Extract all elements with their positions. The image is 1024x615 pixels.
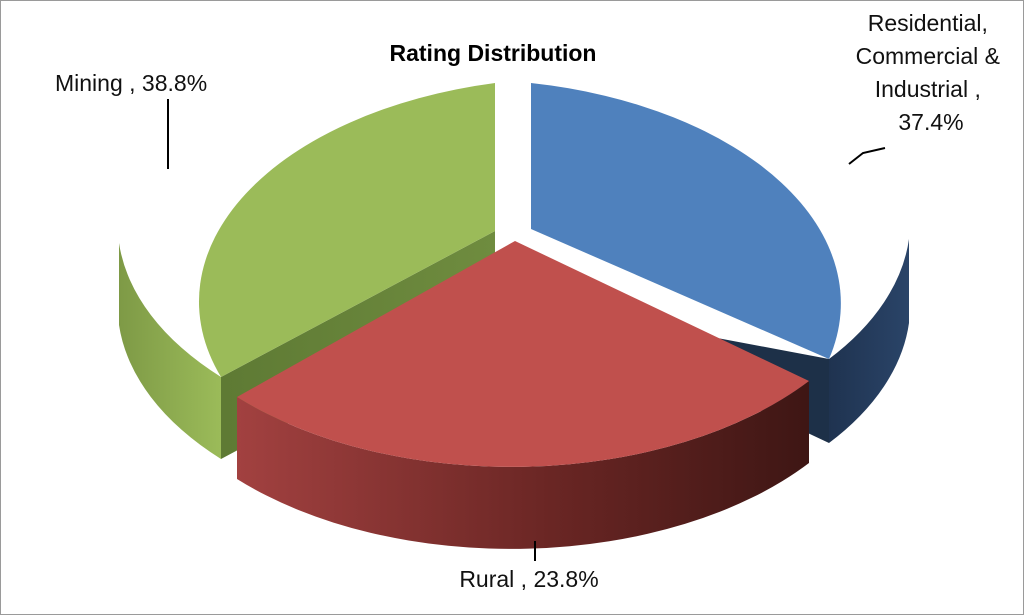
slice-top-green bbox=[198, 83, 495, 377]
data-label-mining: Mining , 38.8% bbox=[55, 70, 207, 96]
data-label-rural: Rural , 23.8% bbox=[459, 566, 598, 592]
slice-top-blue bbox=[531, 83, 841, 359]
slice-rural bbox=[237, 241, 809, 549]
slice-residential-commercial-industrial bbox=[531, 83, 909, 443]
data-label-residential-commercial-industrial: Residential, Commercial & Industrial , 3… bbox=[856, 10, 1007, 135]
slice-top-red bbox=[237, 241, 809, 467]
leader-line-residential bbox=[848, 147, 886, 165]
chart-title: Rating Distribution bbox=[390, 40, 597, 66]
leader-lines bbox=[167, 99, 886, 561]
